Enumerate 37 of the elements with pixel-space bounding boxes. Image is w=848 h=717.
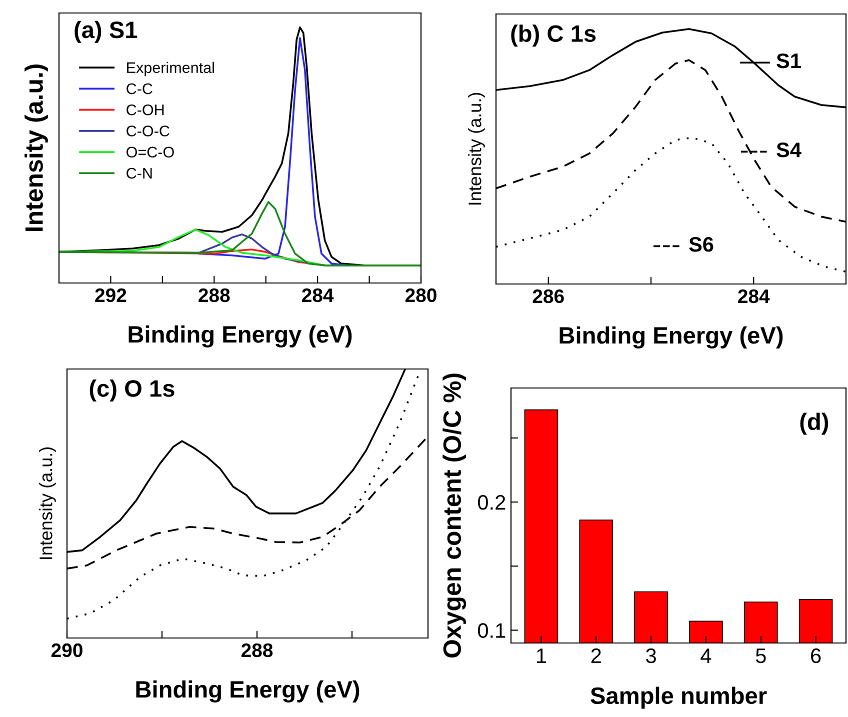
y-axis-title: Intensity (a.u.) <box>468 92 485 205</box>
legend-label: C-O-C <box>126 126 170 136</box>
y-axis-title: Oxygen content (O/C %) <box>442 374 466 658</box>
x-axis-title: Binding Energy (eV) <box>560 326 783 349</box>
legend-label: C-C <box>126 83 152 94</box>
y-tick-label: 0.1 <box>478 623 506 638</box>
x-tick-label: 1 <box>537 648 546 663</box>
x-tick-label: 6 <box>811 648 821 664</box>
x-tick-label: 292 <box>95 288 126 302</box>
x-tick-label: 290 <box>51 643 82 658</box>
chart-title: (b) C 1s <box>511 24 596 47</box>
x-tick-label: 284 <box>738 289 770 304</box>
x-tick-label: 284 <box>302 288 334 302</box>
legend-label: C-N <box>126 168 152 179</box>
x-tick-label: 286 <box>532 289 564 304</box>
y-axis-title: Intensity (a.u.) <box>39 447 56 560</box>
x-tick-label: 3 <box>646 648 656 664</box>
x-tick-label: 288 <box>198 288 230 302</box>
legend-label: S6 <box>689 237 714 252</box>
text: (d) <box>800 412 828 435</box>
chart-title: (c) O 1s <box>90 380 174 402</box>
x-axis-title: Binding Energy (eV) <box>128 325 352 348</box>
x-axis-title: Sample number <box>590 686 767 709</box>
legend-label: C-OH <box>126 104 164 116</box>
x-tick-label: 288 <box>241 643 273 658</box>
legend-label: Experimental <box>127 62 214 76</box>
y-axis-title: Intensity (a.u.) <box>24 64 48 232</box>
legend-label: O=C-O <box>126 146 174 158</box>
x-tick-label: 4 <box>700 648 712 663</box>
x-axis-title: Binding Energy (eV) <box>136 680 360 703</box>
legend-label: S4 <box>776 142 802 158</box>
chart-title: (a) S1 <box>74 20 138 43</box>
x-tick-label: 2 <box>591 648 601 663</box>
y-tick-label: 0.2 <box>478 495 506 510</box>
legend-label: S1 <box>776 53 801 68</box>
x-tick-label: 280 <box>405 288 436 302</box>
x-tick-label: 5 <box>756 648 766 664</box>
